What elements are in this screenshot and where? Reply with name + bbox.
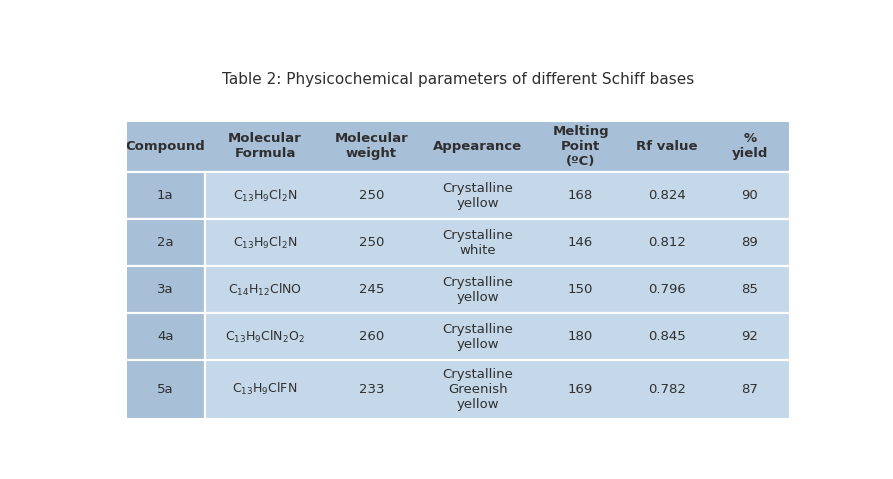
Text: Molecular
weight: Molecular weight [334, 132, 408, 160]
Bar [205, 172, 790, 219]
Text: Molecular
Formula: Molecular Formula [228, 132, 302, 160]
Text: 146: 146 [568, 236, 593, 249]
Bar [125, 172, 205, 219]
Bar [125, 360, 205, 419]
Text: Rf value: Rf value [636, 140, 697, 153]
Bar [125, 120, 790, 172]
Text: C$_{13}$H$_9$ClN$_2$O$_2$: C$_{13}$H$_9$ClN$_2$O$_2$ [225, 329, 305, 344]
Text: C$_{13}$H$_9$Cl$_2$N: C$_{13}$H$_9$Cl$_2$N [233, 235, 297, 251]
Text: C$_{14}$H$_{12}$ClNO: C$_{14}$H$_{12}$ClNO [228, 282, 302, 298]
Text: 168: 168 [568, 189, 593, 203]
Text: %
yield: % yield [731, 132, 768, 160]
Bar [125, 266, 205, 313]
Text: C$_{13}$H$_9$ClFN: C$_{13}$H$_9$ClFN [232, 381, 297, 398]
Text: Crystalline
yellow: Crystalline yellow [442, 322, 513, 351]
Text: 150: 150 [568, 283, 593, 296]
Bar [205, 360, 790, 419]
Text: 250: 250 [359, 236, 384, 249]
Text: 180: 180 [568, 330, 593, 343]
Text: Appearance: Appearance [433, 140, 522, 153]
Text: 250: 250 [359, 189, 384, 203]
Text: Crystalline
Greenish
yellow: Crystalline Greenish yellow [442, 368, 513, 411]
Text: 87: 87 [741, 383, 758, 396]
Bar [125, 313, 205, 360]
Text: 5a: 5a [157, 383, 173, 396]
Text: 90: 90 [741, 189, 758, 203]
Text: 85: 85 [741, 283, 758, 296]
Bar [205, 313, 790, 360]
Text: Crystalline
yellow: Crystalline yellow [442, 275, 513, 304]
Text: Table 2: Physicochemical parameters of different Schiff bases: Table 2: Physicochemical parameters of d… [221, 72, 694, 87]
Text: 0.824: 0.824 [648, 189, 686, 203]
Text: Crystalline
white: Crystalline white [442, 229, 513, 257]
Text: 233: 233 [359, 383, 384, 396]
Text: 2a: 2a [157, 236, 173, 249]
Bar [205, 266, 790, 313]
Text: 0.796: 0.796 [648, 283, 686, 296]
Text: 1a: 1a [157, 189, 173, 203]
Text: C$_{13}$H$_9$Cl$_2$N: C$_{13}$H$_9$Cl$_2$N [233, 188, 297, 204]
Text: Compound: Compound [125, 140, 205, 153]
Text: 0.812: 0.812 [648, 236, 686, 249]
Bar [205, 219, 790, 266]
Bar [125, 219, 205, 266]
Text: 0.782: 0.782 [648, 383, 686, 396]
Text: Melting
Point
(ºC): Melting Point (ºC) [552, 125, 609, 168]
Text: 169: 169 [568, 383, 593, 396]
Bar [125, 120, 790, 419]
Text: 260: 260 [359, 330, 384, 343]
Text: 0.845: 0.845 [648, 330, 686, 343]
Text: 4a: 4a [157, 330, 173, 343]
Text: Crystalline
yellow: Crystalline yellow [442, 182, 513, 210]
Text: 89: 89 [741, 236, 758, 249]
Text: 3a: 3a [157, 283, 173, 296]
Text: 92: 92 [741, 330, 758, 343]
Text: 245: 245 [359, 283, 384, 296]
